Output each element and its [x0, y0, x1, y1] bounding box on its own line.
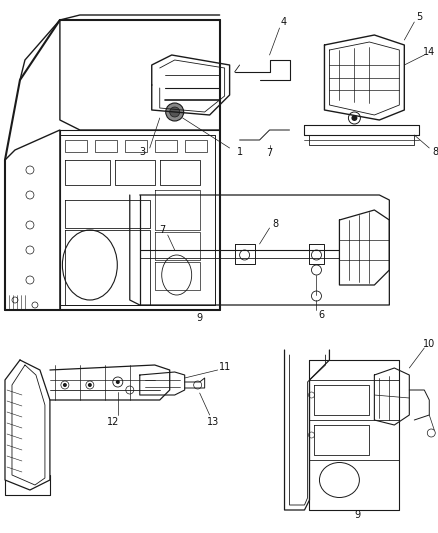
Text: 13: 13: [206, 417, 218, 427]
Text: 10: 10: [422, 339, 434, 349]
Text: 9: 9: [353, 510, 360, 520]
Bar: [95, 140, 117, 152]
Bar: [124, 140, 146, 152]
Bar: [65, 140, 87, 152]
Circle shape: [350, 115, 357, 121]
Text: 14: 14: [422, 47, 434, 57]
Circle shape: [170, 107, 179, 117]
Text: 3: 3: [139, 147, 145, 157]
Circle shape: [165, 103, 183, 121]
Circle shape: [116, 380, 120, 384]
Text: 7: 7: [266, 148, 272, 158]
Text: 7: 7: [159, 225, 166, 235]
Text: 8: 8: [272, 219, 278, 229]
Text: 5: 5: [415, 12, 421, 22]
Text: 1: 1: [236, 147, 242, 157]
Bar: [184, 140, 206, 152]
Text: 12: 12: [106, 417, 119, 427]
Text: 8: 8: [431, 147, 437, 157]
Text: 9: 9: [196, 313, 202, 323]
Circle shape: [88, 383, 92, 387]
Circle shape: [63, 383, 67, 387]
Bar: [154, 140, 177, 152]
Text: 11: 11: [218, 362, 230, 372]
Text: 4: 4: [280, 17, 286, 27]
Text: 6: 6: [318, 310, 324, 320]
